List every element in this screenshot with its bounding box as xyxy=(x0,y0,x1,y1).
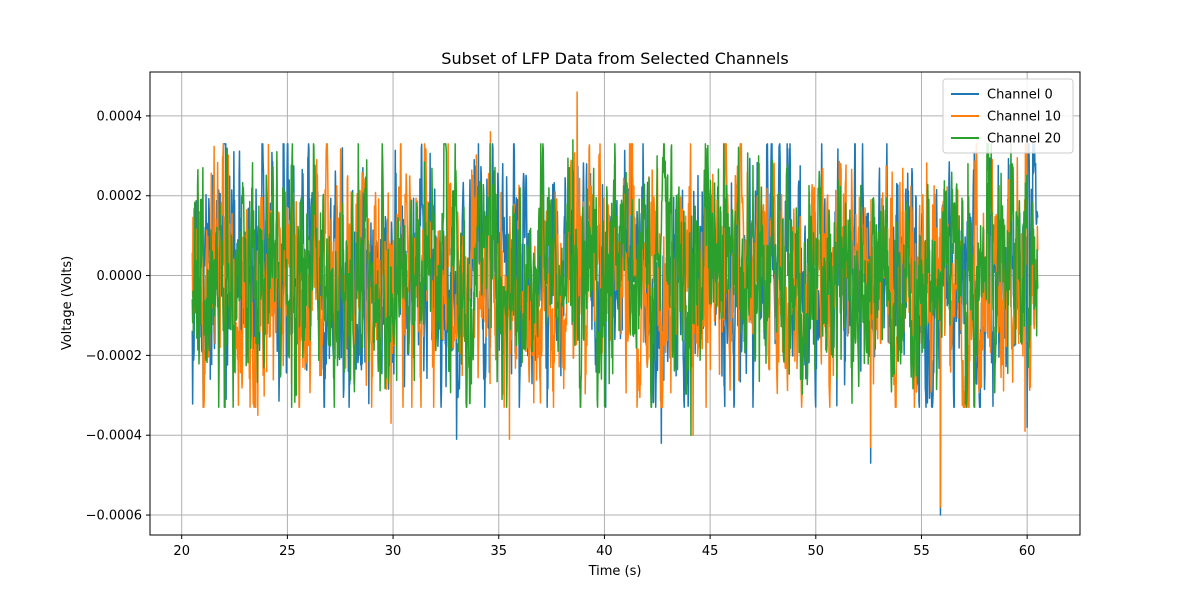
axis-ticks: 20 25 30 35 40 45 50 55 60 −0.0006 −0.0004 −0.0002 0… xyxy=(86,109,1036,559)
legend: Channel 0 Channel 10 Channel 20 xyxy=(942,78,1074,154)
series-lines xyxy=(191,91,1039,516)
x-tick-label: 40 xyxy=(596,544,613,559)
x-tick-label: 45 xyxy=(702,544,719,559)
x-tick-label: 60 xyxy=(1019,544,1036,559)
legend-label: Channel 20 xyxy=(987,132,1061,147)
y-tick-label: −0.0002 xyxy=(86,349,142,364)
y-tick-label: −0.0006 xyxy=(86,509,142,524)
x-tick-label: 50 xyxy=(808,544,825,559)
legend-label: Channel 0 xyxy=(987,88,1053,103)
plot-frame xyxy=(149,71,1081,536)
x-tick-label: 25 xyxy=(279,544,296,559)
x-tick-label: 55 xyxy=(913,544,930,559)
y-tick-label: 0.0000 xyxy=(97,269,143,284)
x-tick-label: 35 xyxy=(490,544,507,559)
legend-label: Channel 10 xyxy=(987,110,1061,125)
legend-box xyxy=(942,78,1074,154)
y-tick-label: 0.0002 xyxy=(97,189,143,204)
y-tick-label: 0.0004 xyxy=(97,109,143,124)
series-line-channel-20 xyxy=(191,139,1039,436)
chart-title: Subset of LFP Data from Selected Channel… xyxy=(441,49,788,68)
x-axis-title: Time (s) xyxy=(588,564,642,579)
y-tick-label: −0.0004 xyxy=(86,429,142,444)
x-tick-label: 20 xyxy=(173,544,190,559)
x-tick-label: 30 xyxy=(385,544,402,559)
y-axis-title: Voltage (Volts) xyxy=(60,256,75,350)
